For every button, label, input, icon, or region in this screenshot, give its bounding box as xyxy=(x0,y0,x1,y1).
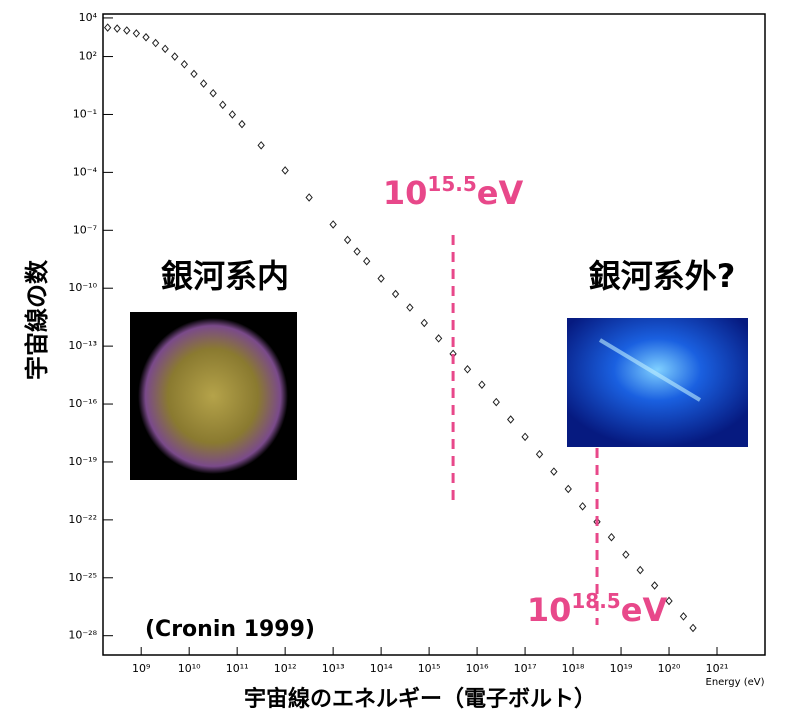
data-point xyxy=(421,319,427,326)
data-point xyxy=(354,248,360,255)
data-point xyxy=(565,485,571,492)
marker-unit: eV xyxy=(621,591,668,629)
x-tick-label: 10¹⁹ xyxy=(610,662,633,675)
marker-label: 1015.5eV xyxy=(383,172,524,213)
data-point xyxy=(608,534,614,541)
data-point xyxy=(378,275,384,282)
marker-base: 10 xyxy=(383,174,428,212)
data-point xyxy=(258,142,264,149)
data-point xyxy=(680,613,686,620)
x-tick-label: 10¹⁴ xyxy=(370,662,393,675)
data-point xyxy=(220,101,226,108)
source: (Cronin 1999) xyxy=(145,617,315,642)
y-tick-label: 10⁻²⁵ xyxy=(68,571,97,584)
chart: 宇宙線の数 宇宙線のエネルギー（電子ボルト） Energy (eV) (Cron… xyxy=(0,0,787,718)
data-point xyxy=(105,24,111,31)
data-point xyxy=(133,30,139,37)
y-tick-label: 10⁻¹³ xyxy=(68,339,97,352)
y-tick-label: 10⁻¹ xyxy=(73,107,97,120)
marker-base: 10 xyxy=(527,591,572,629)
y-axis-title: 宇宙線の数 xyxy=(23,259,51,380)
data-point xyxy=(306,194,312,201)
data-point xyxy=(143,34,149,41)
data-point xyxy=(436,335,442,342)
data-point xyxy=(623,551,629,558)
data-point xyxy=(345,236,351,243)
data-point xyxy=(508,416,514,423)
data-point xyxy=(551,468,557,475)
data-point xyxy=(239,121,245,128)
data-point xyxy=(210,90,216,97)
data-point xyxy=(191,70,197,77)
galaxy-image xyxy=(567,318,748,447)
y-tick-label: 10⁻¹⁶ xyxy=(68,397,97,410)
x-tick-label: 10¹¹ xyxy=(226,662,249,675)
marker-exponent: 18.5 xyxy=(571,589,620,613)
snr-image xyxy=(138,318,288,474)
data-point xyxy=(201,80,207,87)
x-tick-label: 10¹³ xyxy=(322,662,345,675)
marker-exponent: 15.5 xyxy=(427,172,476,196)
data-point xyxy=(364,258,370,265)
y-tick-label: 10⁻⁷ xyxy=(73,223,97,236)
data-point xyxy=(330,221,336,228)
data-point xyxy=(522,433,528,440)
data-point xyxy=(537,451,543,458)
x-tick-label: 10²⁰ xyxy=(658,662,681,675)
data-point xyxy=(181,61,187,68)
data-point xyxy=(153,40,159,47)
x-unit-label: Energy (eV) xyxy=(706,677,765,688)
x-tick-label: 10¹⁸ xyxy=(562,662,585,675)
data-point xyxy=(580,503,586,510)
data-point xyxy=(172,53,178,60)
data-point xyxy=(479,381,485,388)
x-axis-title: 宇宙線のエネルギー（電子ボルト） xyxy=(244,686,596,712)
data-point xyxy=(124,27,130,34)
x-tick-label: 10⁹ xyxy=(132,662,150,675)
data-point xyxy=(282,167,288,174)
y-tick-label: 10⁻²² xyxy=(68,513,97,526)
data-point xyxy=(114,25,120,32)
y-tick-label: 10⁻²⁸ xyxy=(68,629,97,642)
x-tick-label: 10¹⁶ xyxy=(466,662,489,675)
data-point xyxy=(229,111,235,118)
y-tick-label: 10⁴ xyxy=(79,11,98,24)
marker-unit: eV xyxy=(477,174,524,212)
data-point xyxy=(690,624,696,631)
y-tick-label: 10² xyxy=(79,50,97,63)
x-tick-label: 10¹⁵ xyxy=(418,662,441,675)
x-tick-label: 10²¹ xyxy=(706,662,729,675)
data-point xyxy=(652,582,658,589)
data-point xyxy=(464,366,470,373)
y-tick-label: 10⁻¹⁰ xyxy=(68,281,97,294)
x-tick-label: 10¹² xyxy=(274,662,297,675)
annotation: 銀河系内 xyxy=(161,257,289,295)
data-point xyxy=(162,45,168,52)
y-tick-label: 10⁻¹⁹ xyxy=(68,455,97,468)
data-point xyxy=(393,291,399,298)
data-point xyxy=(407,304,413,311)
y-tick-label: 10⁻⁴ xyxy=(73,165,98,178)
x-tick-label: 10¹⁰ xyxy=(178,662,201,675)
annotation: 銀河系外? xyxy=(589,257,736,295)
x-tick-label: 10¹⁷ xyxy=(514,662,537,675)
data-point xyxy=(637,567,643,574)
data-point xyxy=(493,399,499,406)
